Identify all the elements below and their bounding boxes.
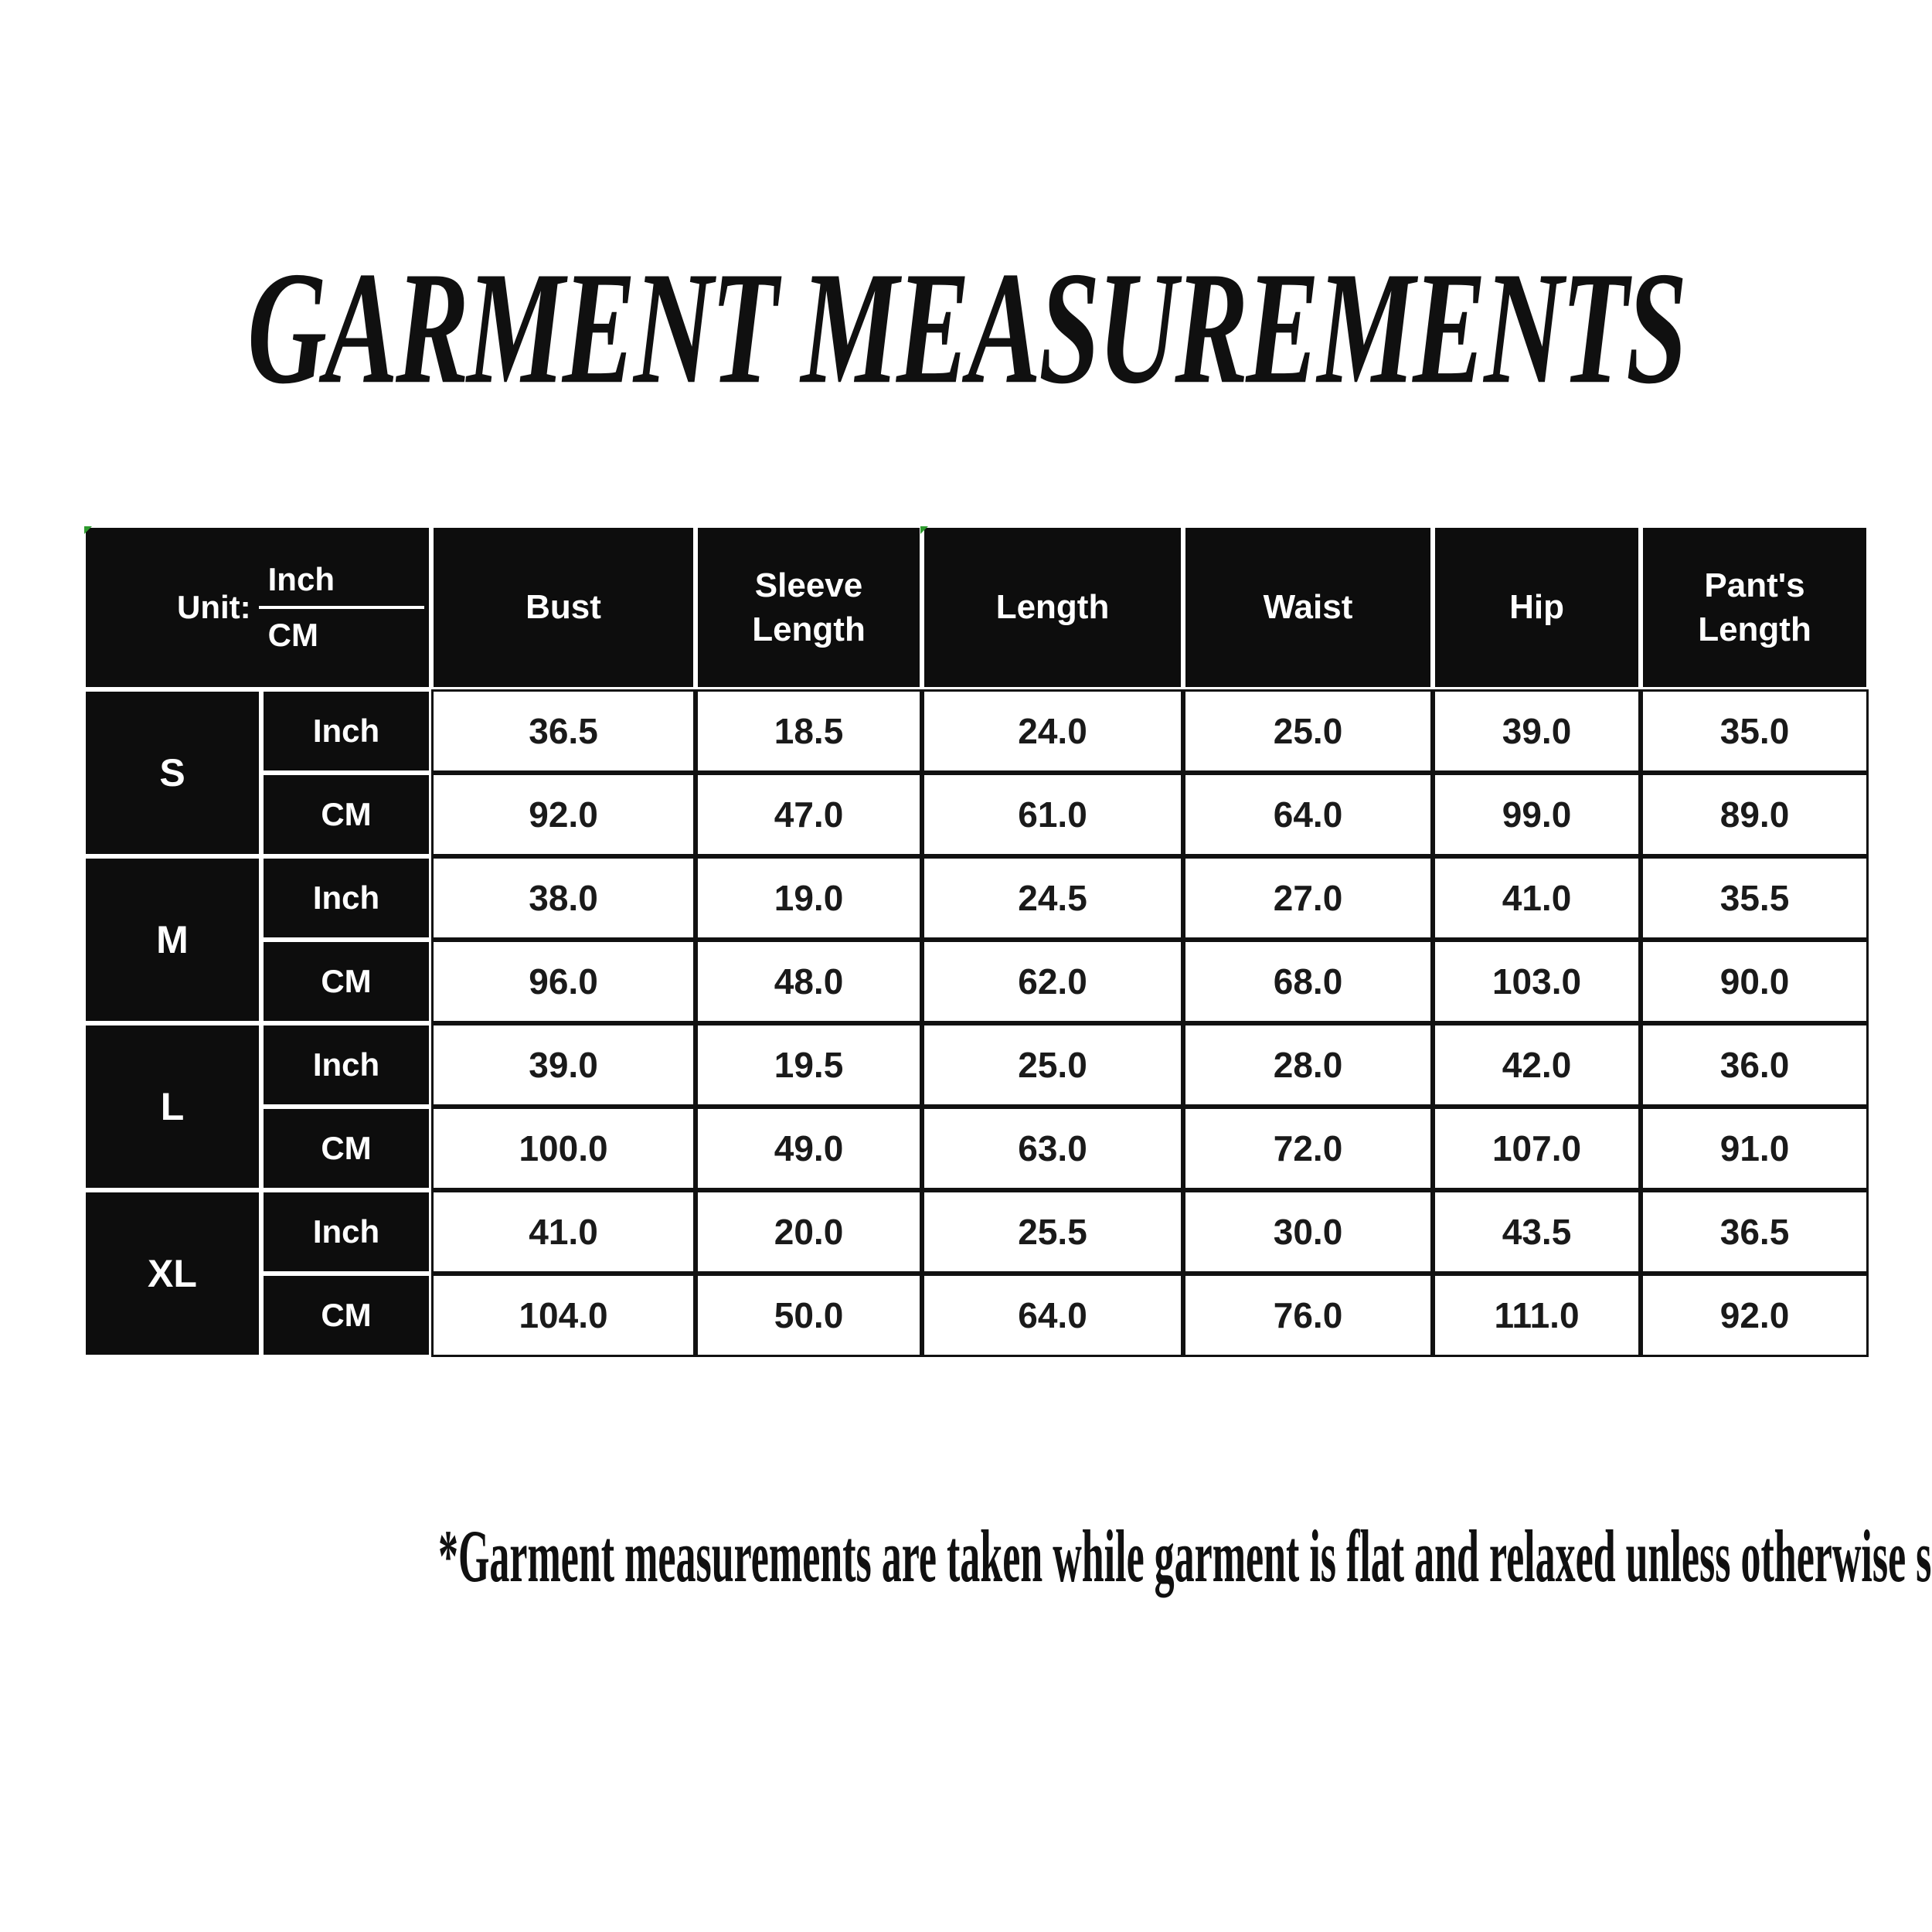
measurement-cell: 62.0 xyxy=(922,940,1184,1023)
measurement-cell: 100.0 xyxy=(431,1107,696,1190)
size-label-xl: XL xyxy=(83,1190,261,1357)
row-unit-inch: Inch xyxy=(261,689,432,773)
measurement-cell: 92.0 xyxy=(431,773,696,856)
unit-label: Unit: xyxy=(177,589,251,625)
measurement-cell: 30.0 xyxy=(1183,1190,1434,1274)
page-title-wrap: GARMENT MEASUREMENTS xyxy=(0,248,1932,410)
measurement-cell: 25.5 xyxy=(922,1190,1184,1274)
measurement-cell: 28.0 xyxy=(1183,1023,1434,1107)
measurement-cell: 50.0 xyxy=(696,1274,923,1357)
measurement-cell: 24.5 xyxy=(922,856,1184,940)
measurement-cell: 18.5 xyxy=(696,689,923,773)
measurement-cell: 90.0 xyxy=(1641,940,1869,1023)
table-row: CM 92.0 47.0 61.0 64.0 99.0 89.0 xyxy=(83,773,1869,856)
measurement-cell: 35.0 xyxy=(1641,689,1869,773)
measurement-cell: 36.5 xyxy=(431,689,696,773)
measurement-cell: 68.0 xyxy=(1183,940,1434,1023)
unit-header-cell: Unit: Inch CM xyxy=(83,526,432,689)
measurement-cell: 64.0 xyxy=(922,1274,1184,1357)
measurement-cell: 43.5 xyxy=(1433,1190,1641,1274)
row-unit-cm: CM xyxy=(261,1274,432,1357)
measurement-cell: 42.0 xyxy=(1433,1023,1641,1107)
measurement-cell: 36.0 xyxy=(1641,1023,1869,1107)
page-title: GARMENT MEASUREMENTS xyxy=(247,239,1687,418)
header-pants-length: Pant's Length xyxy=(1641,526,1869,689)
unit-fraction-stack: Inch CM xyxy=(258,561,425,654)
measurement-cell: 35.5 xyxy=(1641,856,1869,940)
measurement-cell: 111.0 xyxy=(1433,1274,1641,1357)
measurement-cell: 39.0 xyxy=(1433,689,1641,773)
table-row: S Inch 36.5 18.5 24.0 25.0 39.0 35.0 xyxy=(83,689,1869,856)
green-corner-artifact xyxy=(920,526,928,534)
measurement-cell: 49.0 xyxy=(696,1107,923,1190)
footnote: *Garment measurements are taken while ga… xyxy=(437,1516,1932,1598)
measurement-cell: 107.0 xyxy=(1433,1107,1641,1190)
table-row: XL Inch 41.0 20.0 25.5 30.0 43.5 36.5 xyxy=(83,1190,1869,1357)
unit-cm-label: CM xyxy=(267,617,318,653)
measurement-cell: 20.0 xyxy=(696,1190,923,1274)
footnote-wrap: *Garment measurements are taken while ga… xyxy=(0,1520,1932,1594)
unit-fraction: Unit: Inch CM xyxy=(86,561,429,654)
table-header-row: Unit: Inch CM Bust Sleeve Length Length … xyxy=(83,526,1869,689)
measurement-cell: 99.0 xyxy=(1433,773,1641,856)
measurement-cell: 76.0 xyxy=(1183,1274,1434,1357)
header-hip: Hip xyxy=(1433,526,1641,689)
unit-inch-label: Inch xyxy=(258,561,425,609)
measurement-cell: 64.0 xyxy=(1183,773,1434,856)
table-row: M Inch 38.0 19.0 24.5 27.0 41.0 35.5 xyxy=(83,856,1869,1023)
measurement-cell: 25.0 xyxy=(922,1023,1184,1107)
measurement-cell: 48.0 xyxy=(696,940,923,1023)
row-unit-cm: CM xyxy=(261,773,432,856)
measurement-cell: 96.0 xyxy=(431,940,696,1023)
measurement-cell: 92.0 xyxy=(1641,1274,1869,1357)
measurement-cell: 25.0 xyxy=(1183,689,1434,773)
measurement-cell: 36.5 xyxy=(1641,1190,1869,1274)
measurement-cell: 27.0 xyxy=(1183,856,1434,940)
measurement-cell: 103.0 xyxy=(1433,940,1641,1023)
measurement-cell: 39.0 xyxy=(431,1023,696,1107)
row-unit-inch: Inch xyxy=(261,1023,432,1107)
measurement-cell: 104.0 xyxy=(431,1274,696,1357)
measurement-cell: 63.0 xyxy=(922,1107,1184,1190)
measurement-cell: 24.0 xyxy=(922,689,1184,773)
table-row: CM 104.0 50.0 64.0 76.0 111.0 92.0 xyxy=(83,1274,1869,1357)
measurement-cell: 47.0 xyxy=(696,773,923,856)
table-row: CM 96.0 48.0 62.0 68.0 103.0 90.0 xyxy=(83,940,1869,1023)
measurement-cell: 91.0 xyxy=(1641,1107,1869,1190)
table-row: CM 100.0 49.0 63.0 72.0 107.0 91.0 xyxy=(83,1107,1869,1190)
green-corner-artifact xyxy=(84,526,92,534)
measurement-cell: 41.0 xyxy=(431,1190,696,1274)
size-label-s: S xyxy=(83,689,261,856)
size-label-l: L xyxy=(83,1023,261,1190)
header-sleeve-length: Sleeve Length xyxy=(696,526,923,689)
size-label-m: M xyxy=(83,856,261,1023)
measurement-cell: 38.0 xyxy=(431,856,696,940)
measurement-cell: 19.5 xyxy=(696,1023,923,1107)
header-bust: Bust xyxy=(431,526,696,689)
measurement-cell: 61.0 xyxy=(922,773,1184,856)
header-waist: Waist xyxy=(1183,526,1434,689)
row-unit-cm: CM xyxy=(261,940,432,1023)
measurement-cell: 19.0 xyxy=(696,856,923,940)
garment-measurements-table: Unit: Inch CM Bust Sleeve Length Length … xyxy=(83,526,1869,1357)
measurement-cell: 89.0 xyxy=(1641,773,1869,856)
table-row: L Inch 39.0 19.5 25.0 28.0 42.0 36.0 xyxy=(83,1023,1869,1190)
row-unit-inch: Inch xyxy=(261,1190,432,1274)
measurement-cell: 41.0 xyxy=(1433,856,1641,940)
row-unit-inch: Inch xyxy=(261,856,432,940)
measurement-cell: 72.0 xyxy=(1183,1107,1434,1190)
header-length: Length xyxy=(922,526,1184,689)
row-unit-cm: CM xyxy=(261,1107,432,1190)
